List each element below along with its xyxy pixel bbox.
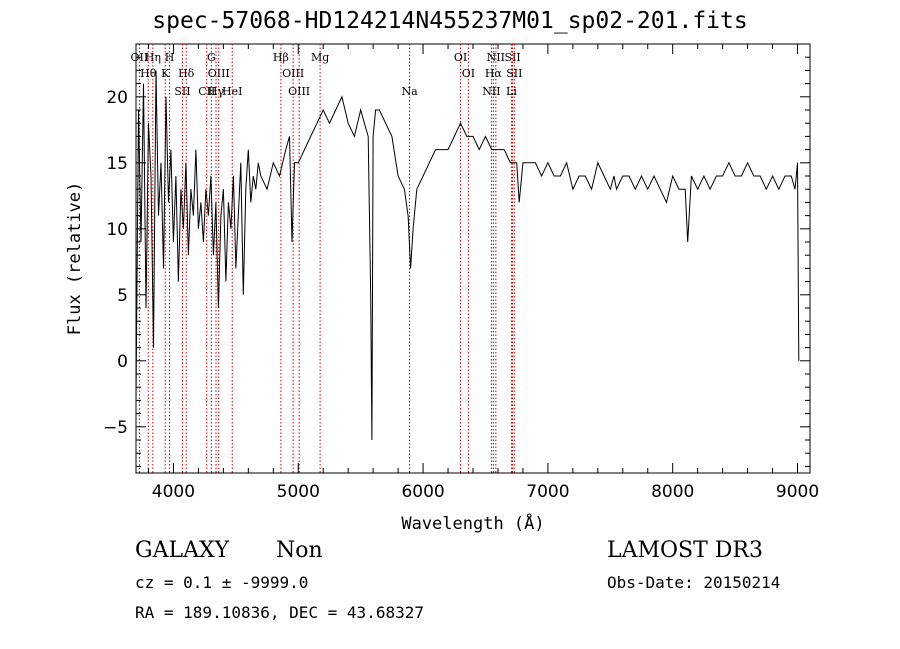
redshift-text: cz = 0.1 ± -9999.0 bbox=[135, 573, 309, 592]
line-label: OIII bbox=[208, 67, 230, 80]
coordinates-text: RA = 189.10836, DEC = 43.68327 bbox=[135, 603, 424, 622]
line-label: SII bbox=[174, 85, 190, 98]
line-label: OI bbox=[462, 67, 475, 80]
line-label: SII bbox=[506, 67, 522, 80]
line-label: Hβ bbox=[273, 51, 289, 64]
line-label: Li bbox=[506, 85, 517, 98]
line-label: SII bbox=[504, 51, 520, 64]
y-tick-label: 20 bbox=[106, 88, 128, 108]
x-tick-label: 7000 bbox=[526, 482, 569, 502]
line-label: OIII bbox=[282, 67, 304, 80]
line-label: Na bbox=[402, 85, 419, 98]
line-label: CII bbox=[198, 85, 215, 98]
y-tick-label: 10 bbox=[106, 220, 128, 240]
object-subclass: Non bbox=[276, 538, 323, 563]
chart-title: spec-57068-HD124214N455237M01_sp02-201.f… bbox=[152, 8, 748, 34]
line-label: OIII bbox=[288, 85, 310, 98]
line-label: OI bbox=[454, 51, 467, 64]
line-label: H bbox=[165, 51, 175, 64]
line-label: Hα bbox=[485, 67, 503, 80]
x-tick-label: 4000 bbox=[152, 482, 195, 502]
line-label: Hη bbox=[145, 51, 161, 64]
y-tick-label: 15 bbox=[106, 154, 128, 174]
line-label: Hγ bbox=[208, 85, 225, 98]
line-label: Mg bbox=[311, 51, 329, 64]
x-tick-label: 9000 bbox=[776, 482, 819, 502]
obs-date-text: Obs-Date: 20150214 bbox=[607, 573, 781, 592]
y-tick-label: −5 bbox=[103, 418, 128, 438]
x-tick-label: 8000 bbox=[651, 482, 694, 502]
line-label: G bbox=[207, 51, 216, 64]
x-axis-label: Wavelength (Å) bbox=[401, 512, 544, 534]
y-tick-label: 5 bbox=[117, 286, 128, 306]
line-label: HeI bbox=[222, 85, 242, 98]
line-label: K bbox=[161, 67, 170, 80]
x-tick-label: 6000 bbox=[401, 482, 444, 502]
spectrum-line bbox=[135, 70, 800, 441]
line-label: NII bbox=[487, 51, 505, 64]
plot-frame bbox=[135, 43, 811, 474]
line-label: NII bbox=[482, 85, 500, 98]
object-class: GALAXY bbox=[135, 538, 230, 563]
x-tick-label: 5000 bbox=[277, 482, 320, 502]
y-tick-label: 0 bbox=[117, 352, 128, 372]
survey-name: LAMOST DR3 bbox=[607, 538, 763, 563]
line-label: Hθ bbox=[140, 67, 157, 80]
line-label: Hδ bbox=[178, 67, 195, 80]
y-axis-label: Flux (relative) bbox=[65, 182, 85, 336]
